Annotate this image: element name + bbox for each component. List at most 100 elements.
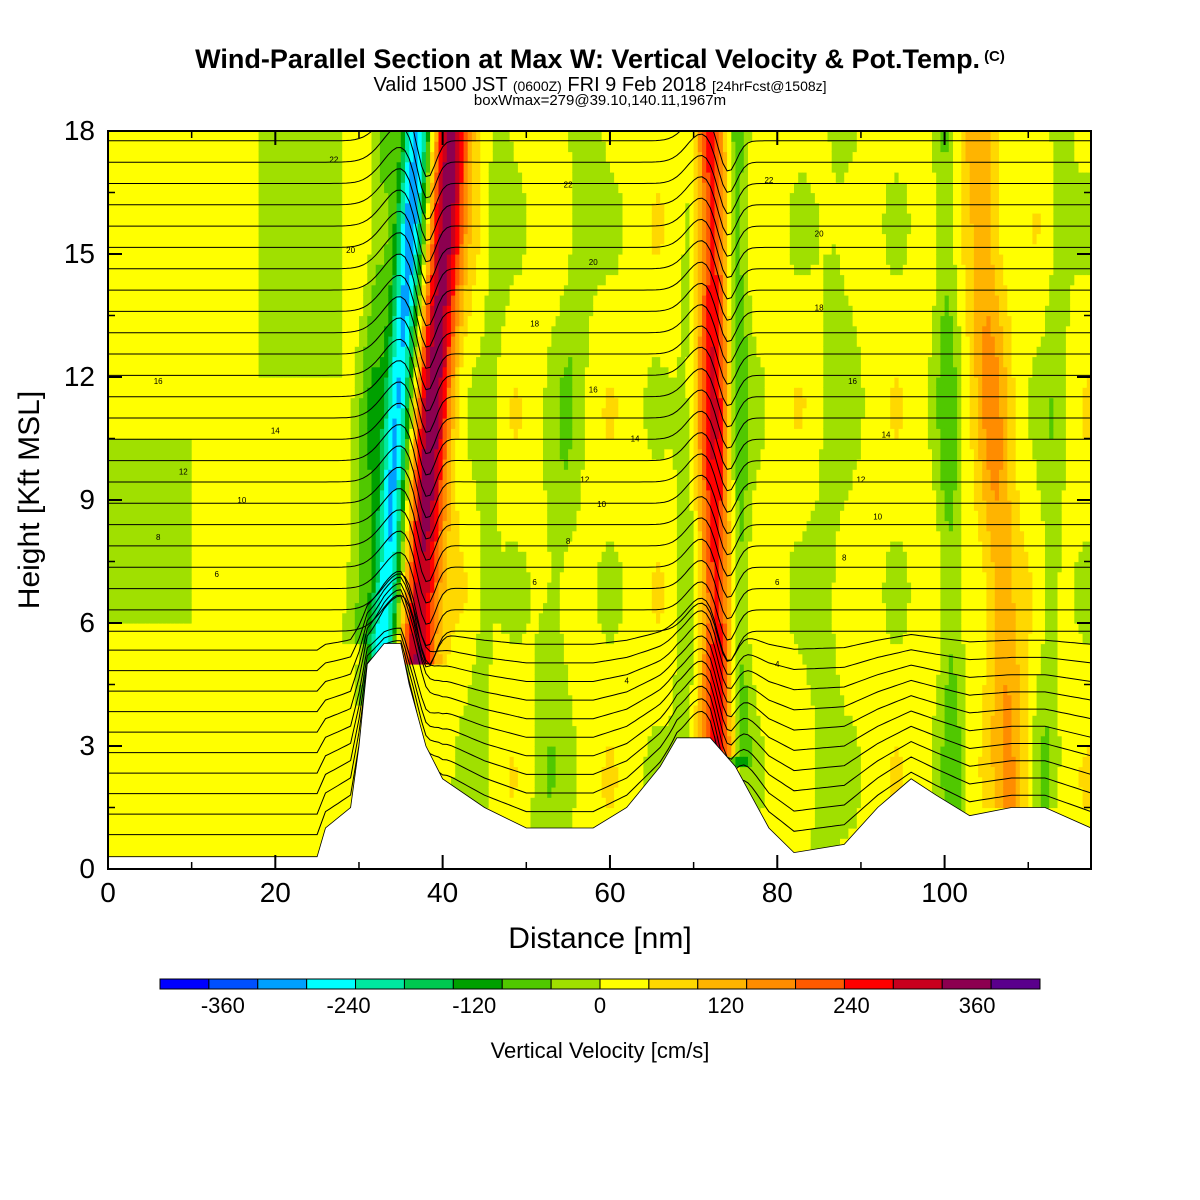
velocity-cell — [250, 438, 255, 450]
velocity-cell — [304, 459, 310, 470]
velocity-cell — [170, 448, 176, 460]
velocity-cell — [267, 633, 272, 645]
velocity-cell — [208, 500, 214, 511]
velocity-cell — [200, 776, 205, 788]
velocity-cell — [179, 397, 184, 409]
velocity-cell — [145, 510, 151, 522]
velocity-cell — [128, 141, 134, 153]
velocity-cell — [200, 407, 205, 419]
velocity-cell — [212, 479, 218, 491]
velocity-cell — [317, 623, 322, 634]
velocity-cell — [137, 828, 143, 839]
velocity-cell — [329, 725, 335, 737]
velocity-cell — [191, 776, 197, 788]
velocity-cell — [350, 479, 356, 491]
velocity-cell — [384, 223, 389, 235]
velocity-cell — [170, 233, 176, 245]
velocity-cell — [191, 633, 197, 645]
velocity-cell — [116, 807, 122, 819]
velocity-cell — [388, 202, 394, 214]
velocity-cell — [208, 776, 214, 788]
velocity-cell — [237, 571, 243, 583]
velocity-cell — [258, 582, 264, 593]
velocity-cell — [233, 223, 239, 235]
velocity-cell — [313, 602, 318, 614]
velocity-cell — [371, 530, 377, 542]
velocity-cell — [241, 377, 247, 388]
velocity-cell — [200, 315, 205, 327]
velocity-cell — [267, 336, 272, 347]
velocity-cell — [187, 684, 193, 696]
velocity-cell — [220, 131, 226, 142]
velocity-cell — [346, 787, 352, 798]
velocity-cell — [116, 397, 122, 409]
velocity-cell — [296, 500, 301, 511]
velocity-cell — [267, 131, 272, 142]
velocity-cell — [246, 397, 251, 409]
velocity-cell — [271, 213, 276, 224]
velocity-cell — [375, 479, 381, 491]
velocity-cell — [246, 530, 251, 542]
velocity-cell — [359, 336, 364, 347]
velocity-cell — [359, 274, 364, 286]
velocity-cell — [379, 315, 385, 327]
velocity-cell — [212, 387, 218, 399]
velocity-cell — [158, 264, 163, 276]
velocity-cell — [287, 848, 293, 860]
valid-time: Valid 1500 JST — [373, 74, 508, 96]
velocity-cell — [128, 500, 134, 511]
velocity-cell — [128, 459, 134, 470]
velocity-cell — [350, 397, 356, 409]
velocity-cell — [195, 407, 201, 419]
velocity-cell — [292, 746, 297, 757]
velocity-cell — [283, 715, 289, 727]
velocity-cell — [116, 438, 122, 450]
velocity-cell — [237, 592, 243, 604]
velocity-cell — [275, 530, 281, 542]
velocity-cell — [170, 623, 176, 634]
velocity-cell — [154, 346, 159, 358]
velocity-cell — [220, 161, 226, 173]
velocity-cell — [241, 264, 247, 276]
velocity-cell — [338, 643, 343, 655]
velocity-cell — [296, 182, 301, 194]
velocity-cell — [208, 766, 214, 778]
velocity-cell — [388, 397, 394, 409]
velocity-cell — [112, 694, 117, 706]
velocity-cell — [170, 787, 176, 798]
velocity-cell — [179, 223, 184, 235]
velocity-cell — [384, 602, 389, 614]
velocity-cell — [241, 807, 247, 819]
velocity-cell — [191, 623, 197, 634]
velocity-cell — [250, 479, 255, 491]
velocity-cell — [145, 735, 151, 747]
velocity-cell — [371, 520, 377, 532]
velocity-cell — [204, 131, 209, 142]
velocity-cell — [304, 131, 310, 142]
velocity-cell — [216, 192, 222, 204]
velocity-cell — [246, 172, 251, 183]
velocity-cell — [267, 407, 272, 419]
velocity-cell — [313, 766, 318, 778]
velocity-cell — [128, 131, 134, 142]
velocity-cell — [116, 366, 122, 378]
velocity-cell — [246, 161, 251, 173]
velocity-cell — [338, 448, 343, 460]
velocity-cell — [304, 817, 310, 829]
velocity-cell — [333, 643, 339, 655]
velocity-cell — [300, 530, 306, 542]
velocity-cell — [329, 735, 335, 747]
velocity-cell — [195, 715, 201, 727]
velocity-cell — [241, 510, 247, 522]
velocity-cell — [204, 264, 209, 276]
velocity-cell — [346, 418, 352, 429]
velocity-cell — [313, 202, 318, 214]
velocity-cell — [133, 705, 138, 716]
velocity-cell — [141, 418, 147, 429]
velocity-cell — [308, 592, 314, 604]
velocity-cell — [128, 684, 134, 696]
velocity-cell — [346, 387, 352, 399]
velocity-cell — [133, 356, 138, 368]
velocity-cell — [145, 817, 151, 829]
velocity-cell — [145, 715, 151, 727]
